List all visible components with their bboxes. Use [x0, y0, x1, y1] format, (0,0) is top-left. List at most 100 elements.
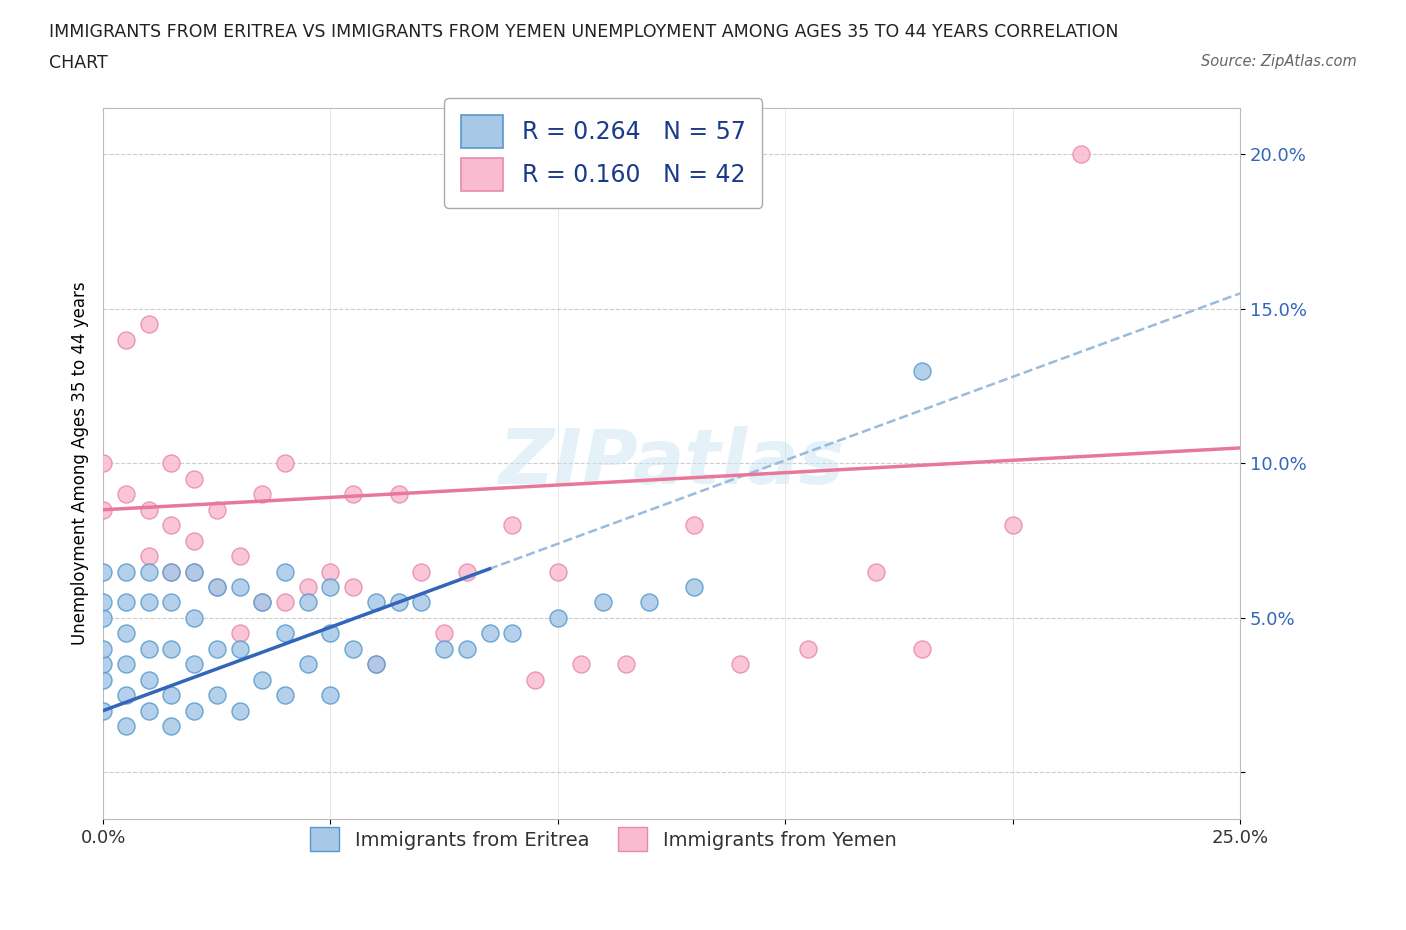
- Point: [160, 688, 183, 703]
- Point: [228, 626, 250, 641]
- Point: [388, 487, 411, 502]
- Point: [910, 642, 932, 657]
- Point: [501, 626, 523, 641]
- Point: [388, 595, 411, 610]
- Point: [342, 487, 364, 502]
- Point: [160, 456, 183, 471]
- Point: [319, 688, 342, 703]
- Point: [637, 595, 659, 610]
- Point: [205, 642, 228, 657]
- Point: [91, 565, 114, 579]
- Point: [274, 688, 297, 703]
- Point: [138, 672, 160, 687]
- Point: [1001, 518, 1024, 533]
- Point: [115, 332, 138, 347]
- Point: [592, 595, 614, 610]
- Point: [183, 565, 205, 579]
- Point: [478, 626, 501, 641]
- Point: [614, 657, 637, 671]
- Point: [91, 595, 114, 610]
- Point: [91, 456, 114, 471]
- Point: [319, 579, 342, 594]
- Point: [115, 487, 138, 502]
- Point: [138, 549, 160, 564]
- Point: [91, 672, 114, 687]
- Point: [138, 642, 160, 657]
- Point: [910, 364, 932, 379]
- Point: [433, 626, 456, 641]
- Point: [1070, 147, 1092, 162]
- Point: [683, 579, 706, 594]
- Point: [524, 672, 547, 687]
- Point: [138, 502, 160, 517]
- Point: [364, 595, 387, 610]
- Point: [115, 657, 138, 671]
- Point: [364, 657, 387, 671]
- Point: [138, 565, 160, 579]
- Point: [342, 579, 364, 594]
- Point: [569, 657, 592, 671]
- Point: [91, 610, 114, 625]
- Point: [252, 595, 274, 610]
- Point: [274, 456, 297, 471]
- Point: [274, 595, 297, 610]
- Point: [183, 565, 205, 579]
- Point: [228, 642, 250, 657]
- Text: ZIPatlas: ZIPatlas: [499, 426, 845, 500]
- Point: [456, 565, 478, 579]
- Point: [728, 657, 751, 671]
- Point: [183, 657, 205, 671]
- Point: [547, 565, 569, 579]
- Point: [297, 657, 319, 671]
- Point: [683, 518, 706, 533]
- Legend: Immigrants from Eritrea, Immigrants from Yemen: Immigrants from Eritrea, Immigrants from…: [302, 819, 904, 858]
- Point: [160, 565, 183, 579]
- Text: IMMIGRANTS FROM ERITREA VS IMMIGRANTS FROM YEMEN UNEMPLOYMENT AMONG AGES 35 TO 4: IMMIGRANTS FROM ERITREA VS IMMIGRANTS FR…: [49, 23, 1119, 41]
- Point: [183, 703, 205, 718]
- Point: [274, 565, 297, 579]
- Point: [319, 626, 342, 641]
- Point: [115, 719, 138, 734]
- Point: [297, 579, 319, 594]
- Point: [160, 719, 183, 734]
- Point: [91, 642, 114, 657]
- Point: [865, 565, 887, 579]
- Point: [160, 518, 183, 533]
- Point: [115, 595, 138, 610]
- Text: CHART: CHART: [49, 54, 108, 72]
- Y-axis label: Unemployment Among Ages 35 to 44 years: Unemployment Among Ages 35 to 44 years: [72, 282, 89, 645]
- Point: [205, 688, 228, 703]
- Point: [797, 642, 820, 657]
- Point: [411, 565, 433, 579]
- Point: [319, 565, 342, 579]
- Point: [501, 518, 523, 533]
- Point: [138, 317, 160, 332]
- Point: [411, 595, 433, 610]
- Point: [252, 487, 274, 502]
- Point: [228, 703, 250, 718]
- Point: [228, 579, 250, 594]
- Point: [115, 565, 138, 579]
- Point: [205, 579, 228, 594]
- Point: [297, 595, 319, 610]
- Point: [160, 595, 183, 610]
- Point: [342, 642, 364, 657]
- Point: [183, 472, 205, 486]
- Text: Source: ZipAtlas.com: Source: ZipAtlas.com: [1201, 54, 1357, 69]
- Point: [183, 610, 205, 625]
- Point: [183, 533, 205, 548]
- Point: [138, 595, 160, 610]
- Point: [252, 595, 274, 610]
- Point: [138, 703, 160, 718]
- Point: [547, 610, 569, 625]
- Point: [115, 688, 138, 703]
- Point: [205, 579, 228, 594]
- Point: [433, 642, 456, 657]
- Point: [160, 565, 183, 579]
- Point: [91, 703, 114, 718]
- Point: [91, 657, 114, 671]
- Point: [252, 672, 274, 687]
- Point: [456, 642, 478, 657]
- Point: [364, 657, 387, 671]
- Point: [115, 626, 138, 641]
